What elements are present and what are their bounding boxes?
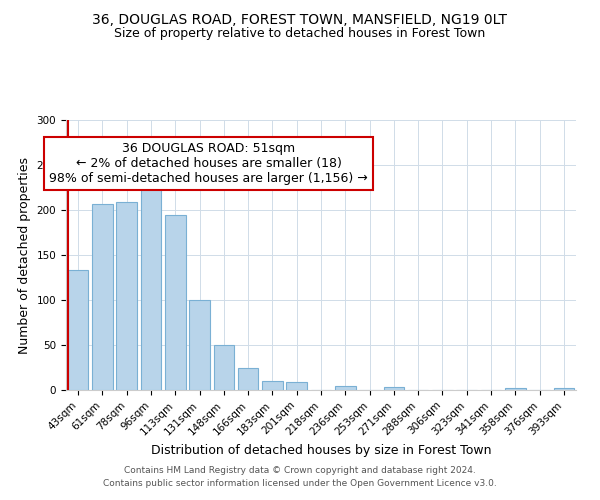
Text: Size of property relative to detached houses in Forest Town: Size of property relative to detached ho… bbox=[115, 28, 485, 40]
X-axis label: Distribution of detached houses by size in Forest Town: Distribution of detached houses by size … bbox=[151, 444, 491, 456]
Bar bbox=[554, 388, 574, 390]
Text: 36 DOUGLAS ROAD: 51sqm
← 2% of detached houses are smaller (18)
98% of semi-deta: 36 DOUGLAS ROAD: 51sqm ← 2% of detached … bbox=[49, 142, 368, 184]
Bar bbox=[165, 214, 185, 390]
Text: Contains HM Land Registry data © Crown copyright and database right 2024.
Contai: Contains HM Land Registry data © Crown c… bbox=[103, 466, 497, 487]
Bar bbox=[140, 183, 161, 390]
Bar bbox=[214, 345, 234, 390]
Bar bbox=[383, 388, 404, 390]
Y-axis label: Number of detached properties: Number of detached properties bbox=[18, 156, 31, 354]
Bar bbox=[262, 381, 283, 390]
Bar bbox=[505, 388, 526, 390]
Bar bbox=[238, 368, 259, 390]
Bar bbox=[286, 382, 307, 390]
Bar bbox=[92, 204, 113, 390]
Bar bbox=[335, 386, 356, 390]
Text: 36, DOUGLAS ROAD, FOREST TOWN, MANSFIELD, NG19 0LT: 36, DOUGLAS ROAD, FOREST TOWN, MANSFIELD… bbox=[92, 12, 508, 26]
Bar bbox=[189, 300, 210, 390]
Bar bbox=[116, 202, 137, 390]
Bar bbox=[68, 270, 88, 390]
